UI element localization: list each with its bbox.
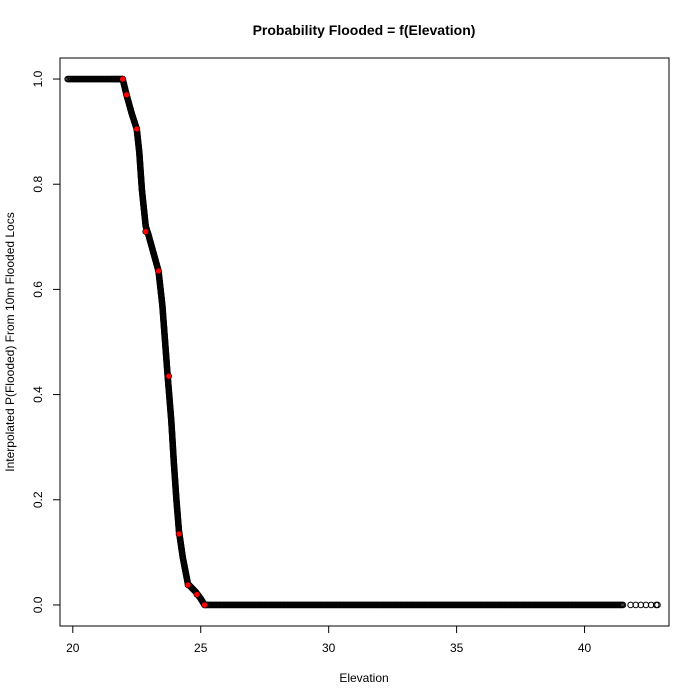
y-tick-label: 0.8 [31,176,45,193]
y-tick-label: 0.4 [31,386,45,403]
data-point [619,601,627,609]
highlight-point [201,601,208,609]
y-axis: 0.0 0.2 0.4 0.6 0.8 1.0 [31,70,61,613]
highlight-point [119,75,126,83]
y-tick-label: 0.2 [31,491,45,508]
highlight-point [155,267,162,275]
x-tick-label: 25 [194,641,208,655]
x-tick-label: 35 [450,641,464,655]
chart-title: Probability Flooded = f(Elevation) [253,22,476,38]
highlight-point [184,581,192,589]
highlight-point [142,228,150,235]
x-axis-label: Elevation [339,671,388,685]
highlight-point [193,591,201,598]
x-axis: 20 25 30 35 40 [66,625,592,655]
y-tick-label: 0.6 [31,281,45,298]
y-tick-label: 0.0 [31,596,45,613]
scatter-points [64,75,661,609]
x-tick-label: 40 [578,641,592,655]
y-tick-label: 1.0 [31,70,45,87]
highlight-points [119,75,208,609]
data-point [654,601,661,609]
x-tick-label: 20 [66,641,80,655]
highlight-point [123,91,130,99]
x-tick-label: 30 [322,641,336,655]
highlight-point [175,530,183,538]
highlight-point [133,125,141,133]
y-axis-label: Interpolated P(Flooded) From 10m Flooded… [3,212,17,471]
highlight-point [165,372,173,380]
